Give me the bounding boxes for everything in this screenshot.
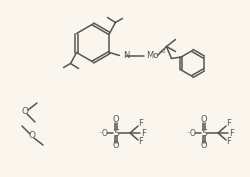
- Text: F: F: [230, 129, 234, 138]
- Text: O: O: [113, 141, 119, 150]
- Text: F: F: [138, 119, 143, 129]
- Text: Mo: Mo: [146, 51, 159, 60]
- Text: F: F: [142, 129, 146, 138]
- Text: F: F: [226, 119, 232, 129]
- Text: S: S: [201, 129, 207, 138]
- Text: O: O: [113, 116, 119, 124]
- Text: O: O: [28, 132, 35, 141]
- Text: O: O: [201, 116, 207, 124]
- Text: +2: +2: [158, 49, 166, 54]
- Text: F: F: [226, 138, 232, 147]
- Text: S: S: [113, 129, 119, 138]
- Text: F: F: [138, 138, 143, 147]
- Text: O: O: [22, 107, 29, 116]
- Text: O: O: [201, 141, 207, 150]
- Text: ⁻O: ⁻O: [186, 129, 196, 138]
- Text: N: N: [123, 51, 129, 60]
- Text: ⁻O: ⁻O: [98, 129, 108, 138]
